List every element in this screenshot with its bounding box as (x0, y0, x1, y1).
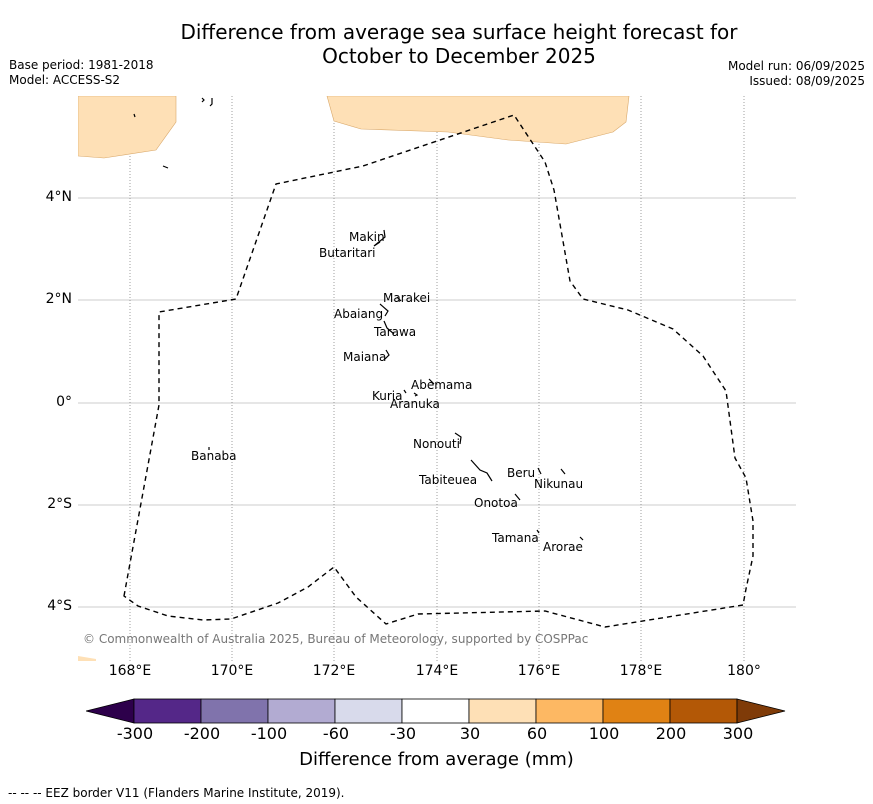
colorbar-tick-30: 30 (459, 724, 481, 743)
colorbar-segment-9 (669, 698, 738, 724)
island-shape-tamana (536, 529, 540, 534)
colorbar-tick-minus100: -100 (250, 724, 288, 743)
colorbar-tick-minus60: -60 (322, 724, 350, 743)
island-label-makin: Makin (349, 230, 385, 244)
model-name: Model: ACCESS-S2 (9, 73, 121, 87)
island-shape-north-a (201, 97, 205, 103)
island-label-maiana: Maiana (343, 350, 387, 364)
colorbar-tick-minus300: -300 (116, 724, 154, 743)
island-shape-nikunau (560, 468, 566, 475)
colorbar-extend-low (86, 698, 135, 724)
island-label-arorae: Arorae (543, 540, 583, 554)
map-svg (78, 96, 796, 661)
island-label-kuria: Kuria (372, 389, 403, 403)
colorbar-label: Difference from average (mm) (299, 749, 574, 770)
colorbar-tick-minus30: -30 (389, 724, 417, 743)
issued-date: Issued: 08/09/2025 (749, 74, 865, 88)
meta-left: Base period: 1981-2018 Model: ACCESS-S2 (9, 58, 154, 88)
lat-label-4n: 4°N (45, 189, 72, 205)
colorbar-tick-minus200: -200 (183, 724, 221, 743)
lon-label-174e: 174°E (415, 663, 459, 679)
island-shape-makin-butaritari (373, 229, 386, 247)
island-label-abaiang: Abaiang (334, 307, 384, 321)
anomaly-patch-central (326, 96, 630, 145)
lat-label-2s: 2°S (47, 496, 72, 512)
anomaly-patch-southwest (78, 656, 96, 661)
island-label-marakei: Marakei (383, 291, 431, 305)
eez-border (123, 114, 754, 628)
island-label-beru: Beru (507, 466, 536, 480)
colorbar-tick-100: 100 (588, 724, 620, 743)
lon-label-168e: 168°E (108, 663, 152, 679)
lat-label-0: 0° (56, 394, 72, 410)
model-run: Model run: 06/09/2025 (727, 59, 865, 73)
island-label-butaritari: Butaritari (319, 246, 376, 260)
colorbar-segment-3 (267, 698, 336, 724)
island-shape-north-b (209, 98, 213, 107)
island-label-abemama: Abemama (411, 378, 473, 392)
island-label-onotoa: Onotoa (474, 496, 518, 510)
lon-label-180: 180° (727, 663, 761, 679)
colorbar-segment-2 (200, 698, 269, 724)
base-period: Base period: 1981-2018 (9, 58, 154, 72)
colorbar-segment-7 (535, 698, 604, 724)
island-shape-north-c (133, 113, 136, 118)
colorbar (86, 698, 786, 724)
island-shapes (133, 97, 584, 541)
island-label-banaba: Banaba (191, 449, 237, 463)
lat-label-4s: 4°S (47, 598, 72, 614)
lon-label-178e: 178°E (619, 663, 663, 679)
colorbar-tick-200: 200 (655, 724, 687, 743)
island-label-nonouti: Nonouti (413, 437, 460, 451)
island-label-nikunau: Nikunau (534, 477, 584, 491)
island-shape-maiana (384, 349, 390, 360)
island-shape-north-d (162, 165, 169, 169)
anomaly-patches (78, 96, 630, 661)
lon-label-176e: 176°E (517, 663, 561, 679)
island-shape-tabiteuea (470, 459, 493, 482)
colorbar-tick-300: 300 (722, 724, 754, 743)
map-title: Difference from average sea surface heig… (0, 20, 873, 68)
island-shape-kuria (403, 389, 407, 394)
eez-footnote: -- -- -- EEZ border V11 (Flanders Marine… (8, 786, 345, 800)
lat-label-2n: 2°N (45, 291, 72, 307)
island-shape-arorae (579, 536, 584, 541)
island-shape-tarawa (383, 320, 395, 335)
copyright-notice: © Commonwealth of Australia 2025, Bureau… (83, 632, 589, 646)
island-label-aranuka: Aranuka (390, 397, 440, 411)
island-shape-marakei (396, 296, 402, 302)
island-label-tarawa: Tarawa (374, 325, 417, 339)
colorbar-segment-5 (401, 698, 470, 724)
map-title-line2: October to December 2025 (322, 44, 596, 68)
colorbar-segments (86, 698, 786, 724)
anomaly-patch-west (78, 96, 177, 159)
island-shape-nonouti (454, 432, 462, 445)
meta-right: Model run: 06/09/2025 Issued: 08/09/2025 (728, 59, 865, 89)
lon-label-172e: 172°E (312, 663, 356, 679)
island-label-tabiteuea: Tabiteuea (419, 473, 478, 487)
island-label-tamana: Tamana (492, 531, 539, 545)
island-shape-aranuka (413, 392, 419, 397)
lon-label-170e: 170°E (210, 663, 254, 679)
colorbar-segment-4 (334, 698, 403, 724)
island-shape-beru (537, 467, 542, 475)
colorbar-tick-60: 60 (526, 724, 548, 743)
lon-gridlines (129, 96, 745, 661)
colorbar-segment-8 (602, 698, 671, 724)
colorbar-extend-high (736, 698, 786, 724)
colorbar-segment-1 (133, 698, 202, 724)
island-shape-onotoa (514, 493, 521, 501)
map-panel: Makin Butaritari Marakei Abaiang Tarawa … (78, 96, 796, 661)
colorbar-segment-6 (468, 698, 537, 724)
map-title-line1: Difference from average sea surface heig… (180, 20, 738, 44)
island-shape-abaiang (379, 303, 389, 317)
island-shape-abemama (428, 378, 435, 385)
